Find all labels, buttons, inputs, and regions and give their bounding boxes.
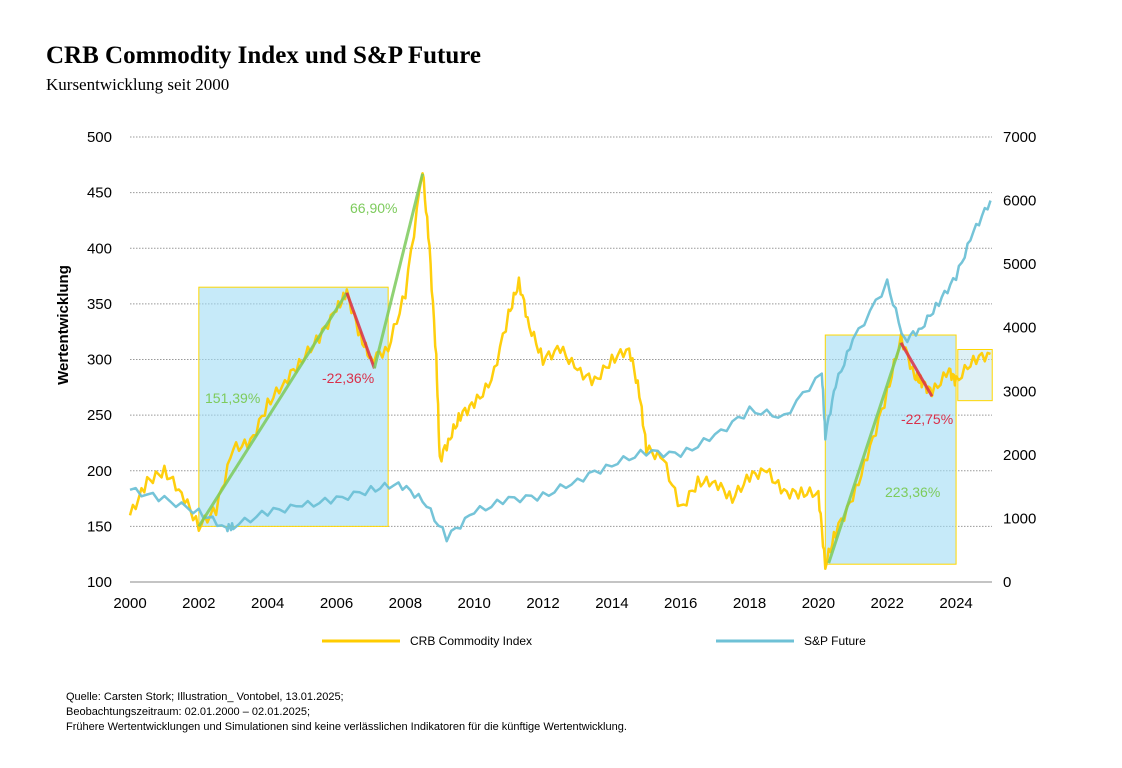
x-tick-label: 2010 — [458, 595, 491, 612]
y2-tick-label: 0 — [1003, 574, 1011, 591]
sp-line — [129, 200, 992, 543]
x-tick-label: 2012 — [526, 595, 559, 612]
y-tick-label: 250 — [87, 407, 112, 424]
y-axis-label: Wertentwicklung — [55, 265, 72, 385]
x-tick-label: 2024 — [939, 595, 972, 612]
x-tick-label: 2004 — [251, 595, 284, 612]
footer: Quelle: Carsten Stork; Illustration_ Von… — [66, 690, 627, 735]
trend-line — [827, 342, 903, 564]
y2-tick-label: 1000 — [1003, 510, 1036, 527]
y-tick-label: 500 — [87, 129, 112, 146]
footer-disclaimer: Frühere Wertentwicklungen und Simulation… — [66, 721, 627, 733]
y2-tick-label: 2000 — [1003, 447, 1036, 464]
y2-tick-label: 4000 — [1003, 320, 1036, 337]
x-tick-label: 2022 — [871, 595, 904, 612]
x-tick-label: 2014 — [595, 595, 628, 612]
highlight-box — [824, 334, 957, 565]
chart-title: CRB Commodity Index und S&P Future — [46, 42, 482, 69]
x-tick-label: 2020 — [802, 595, 835, 612]
x-tick-label: 2006 — [320, 595, 353, 612]
trend-line — [345, 292, 376, 369]
y2-tick-label: 6000 — [1003, 193, 1036, 210]
trend-label: 66,90% — [350, 200, 397, 216]
y-tick-label: 350 — [87, 296, 112, 313]
legend-label: S&P Future — [804, 634, 866, 648]
x-tick-label: 2016 — [664, 595, 697, 612]
y2-tick-label: 3000 — [1003, 383, 1036, 400]
y-tick-label: 150 — [87, 518, 112, 535]
x-tick-label: 2000 — [113, 595, 146, 612]
y-tick-label: 100 — [87, 574, 112, 591]
trend-label: -22,36% — [322, 370, 374, 386]
y-tick-label: 300 — [87, 352, 112, 369]
x-tick-label: 2002 — [182, 595, 215, 612]
highlight-box — [198, 286, 389, 527]
trend-label: 223,36% — [885, 484, 940, 500]
footer-period: Beobachtungszeitraum: 02.01.2000 – 02.01… — [66, 706, 311, 718]
legend-label: CRB Commodity Index — [410, 634, 532, 648]
x-tick-label: 2018 — [733, 595, 766, 612]
x-tick-label: 2008 — [389, 595, 422, 612]
trend-line — [899, 342, 934, 397]
y2-tick-label: 5000 — [1003, 256, 1036, 273]
footer-source: Quelle: Carsten Stork; Illustration_ Von… — [66, 691, 344, 703]
y-tick-label: 400 — [87, 240, 112, 257]
trend-line — [197, 291, 349, 528]
trend-label: 151,39% — [205, 390, 260, 406]
y-tick-label: 450 — [87, 185, 112, 202]
trend-label: -22,75% — [901, 411, 953, 427]
trend-line — [372, 173, 425, 369]
y-tick-label: 200 — [87, 463, 112, 480]
chart-subtitle: Kursentwicklung seit 2000 — [46, 75, 230, 94]
y2-tick-label: 7000 — [1003, 129, 1036, 146]
